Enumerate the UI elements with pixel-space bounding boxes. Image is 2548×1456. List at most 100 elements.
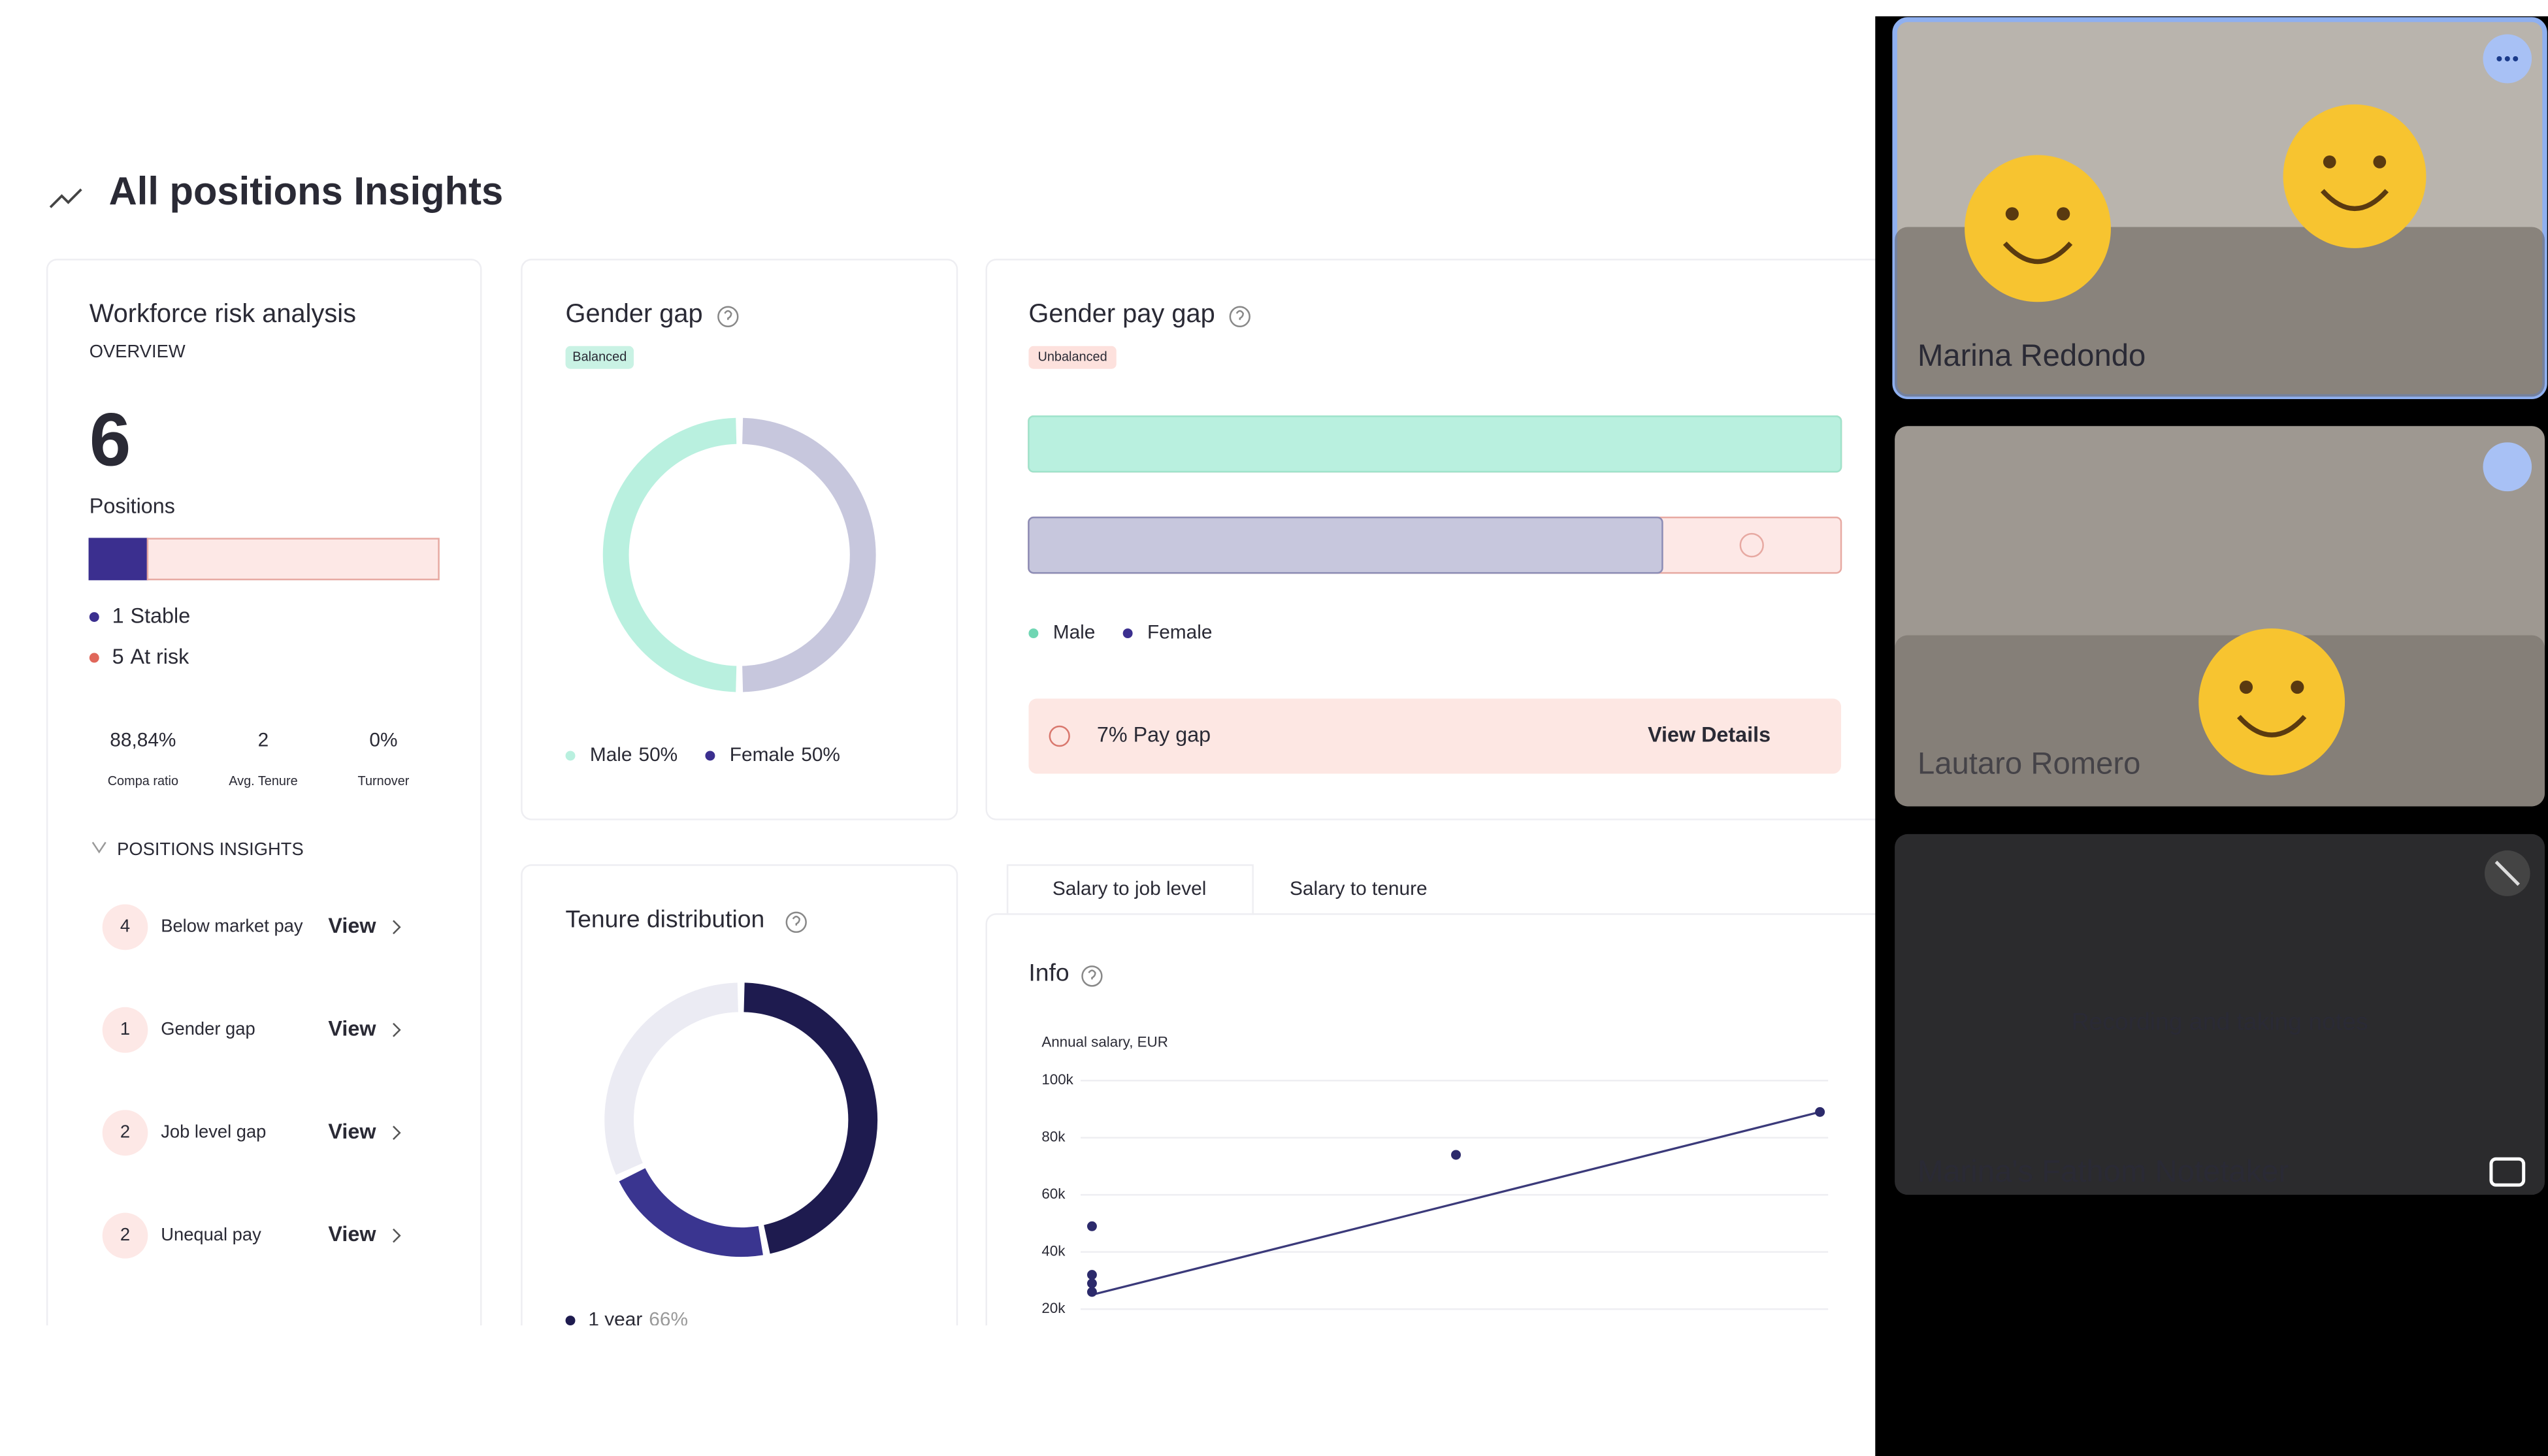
participant-status: Recording and taking notes (2072, 1008, 2368, 1035)
chevron (393, 1125, 401, 1141)
card-subtitle: OVERVIEW (90, 341, 186, 361)
legend-label: Female 50% (730, 744, 840, 766)
help-mark (792, 915, 800, 926)
gap-icon (1739, 532, 1764, 558)
stat-label: Compa ratio (108, 774, 178, 788)
donut-segment (743, 982, 878, 1254)
legend-label: Female (1147, 621, 1213, 643)
point (1086, 1278, 1097, 1289)
legend-value: 50% (801, 744, 840, 766)
emoji-eye (2005, 207, 2019, 221)
view-link[interactable]: View (328, 1016, 376, 1040)
count-badge (102, 1110, 148, 1156)
view-link[interactable]: View (328, 1120, 376, 1143)
card (521, 259, 958, 820)
section-title: POSITIONS INSIGHTS (117, 839, 304, 859)
expand-button[interactable] (2489, 1157, 2526, 1187)
fade (0, 1325, 1876, 1456)
legend-dot (89, 653, 99, 663)
insight-label: Job level gap (161, 1121, 266, 1141)
emoji-mouth (2320, 189, 2389, 212)
total-label: Positions (90, 494, 175, 518)
donut-segment (604, 982, 739, 1175)
risk-bar-segment (146, 538, 440, 581)
participant-name: Lautaro Romero (1918, 746, 2140, 781)
view-link[interactable]: View (328, 914, 376, 937)
more-dot (2504, 56, 2510, 61)
badge (1028, 346, 1117, 369)
legend-dot (1028, 628, 1039, 639)
point (1086, 1270, 1097, 1280)
legend-value: 50% (638, 744, 678, 766)
legend-dot (1122, 628, 1133, 639)
legend-name: At risk (131, 645, 190, 668)
pay-bar (1028, 516, 1663, 574)
emoji-eye (2323, 155, 2336, 169)
trend-line (1092, 1110, 1821, 1296)
emoji-face (2198, 628, 2345, 775)
legend-dot (705, 751, 715, 761)
legend-name: Stable (131, 604, 191, 627)
y-tick-label: 100k (1041, 1071, 1073, 1088)
insight-count: 4 (120, 916, 130, 936)
page-title: All positions Insights (109, 169, 504, 213)
insight-count: 1 (120, 1018, 130, 1039)
help-icon (785, 911, 807, 933)
audio-indicator (2483, 442, 2532, 492)
legend-dot (565, 1316, 576, 1326)
insight-label: Below market pay (161, 916, 303, 936)
card-title: Info (1028, 959, 1069, 986)
card-title: Workforce risk analysis (90, 299, 356, 328)
insight-count: 2 (120, 1224, 130, 1244)
legend-name: Male (590, 744, 632, 766)
view-link[interactable]: View (328, 1222, 376, 1246)
card (521, 864, 958, 1405)
help-icon (1229, 306, 1250, 328)
y-tick-label: 40k (1041, 1243, 1066, 1259)
card-title: Tenure distribution (566, 905, 765, 932)
mic-slash (2494, 860, 2520, 886)
y-tick-label: 60k (1041, 1186, 1066, 1202)
stat-value: 2 (258, 729, 269, 751)
alert-text: 7% Pay gap (1097, 723, 1211, 747)
point (1815, 1107, 1825, 1117)
count-badge (102, 1212, 148, 1259)
participant-name: Marina Redondo (1918, 338, 2146, 373)
insight-count: 2 (120, 1121, 130, 1141)
stat-value: 88,84% (110, 729, 176, 751)
tab[interactable]: Salary to tenure (1290, 878, 1428, 899)
legend-label: Male (1053, 621, 1096, 643)
more-dot (2496, 56, 2502, 61)
emoji-eye (2373, 155, 2387, 169)
help-mark (1235, 310, 1244, 320)
badge (565, 346, 634, 369)
donut-segment (742, 417, 876, 692)
tab-active[interactable] (1006, 864, 1254, 915)
video-tile (1895, 833, 2545, 1195)
help-mark (724, 310, 732, 320)
emoji-face (2283, 104, 2426, 248)
legend-name: Female (730, 744, 795, 766)
emoji-face (1965, 155, 2111, 302)
count-badge (102, 1007, 148, 1053)
legend-count: 1 (112, 604, 124, 627)
emoji-mouth (2002, 241, 2073, 265)
view-details[interactable]: View Details (1648, 723, 1771, 747)
badge-text: Balanced (572, 349, 627, 364)
tab[interactable]: Salary to job level (1053, 878, 1207, 899)
participant-name: Marina's Fathom Notetaker (1918, 1154, 2289, 1189)
chevron (393, 1022, 401, 1037)
emoji-eye (2239, 680, 2253, 694)
alert-box (1028, 698, 1842, 774)
y-tick-label: 20k (1041, 1300, 1066, 1316)
emoji-eye (2291, 680, 2304, 694)
chevron (393, 920, 401, 935)
legend-count: 5 (112, 645, 124, 668)
help-icon (717, 306, 739, 328)
insight-label: Unequal pay (161, 1224, 261, 1244)
more-dot (2513, 56, 2519, 61)
emoji-mouth (2237, 715, 2307, 737)
